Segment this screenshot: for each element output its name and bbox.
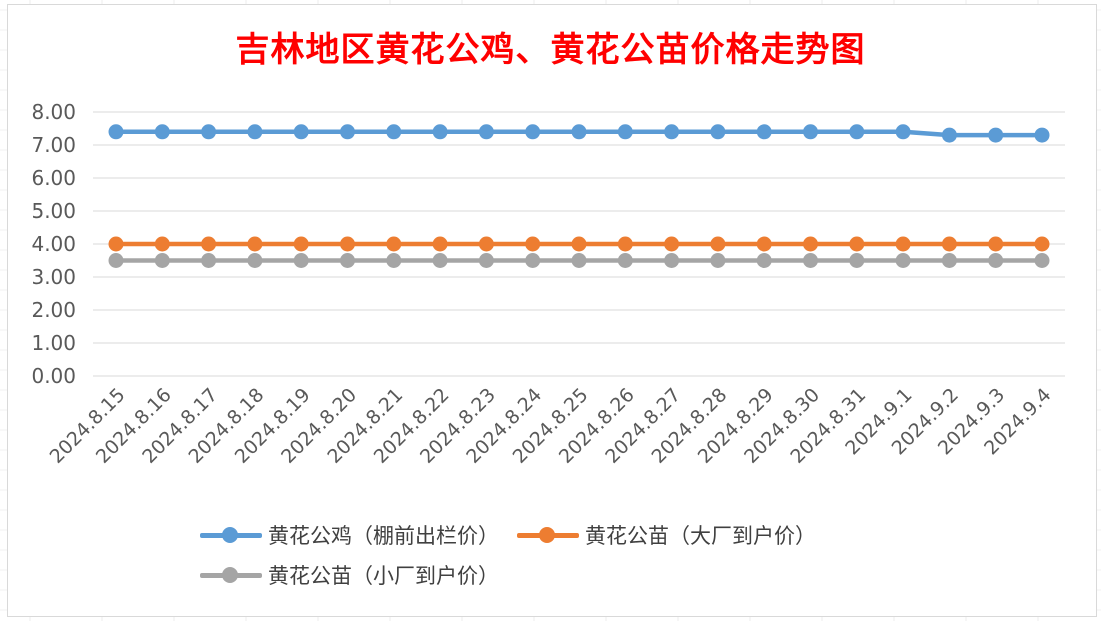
data-point-marker[interactable] bbox=[849, 253, 865, 268]
data-point-marker[interactable] bbox=[154, 253, 170, 268]
data-point-marker[interactable] bbox=[895, 236, 911, 252]
data-point-marker[interactable] bbox=[432, 124, 448, 140]
data-point-marker[interactable] bbox=[108, 236, 124, 252]
y-tick-label: 7.00 bbox=[31, 133, 76, 157]
data-point-marker[interactable] bbox=[201, 253, 217, 268]
data-point-marker[interactable] bbox=[803, 253, 818, 268]
data-point-marker[interactable] bbox=[941, 253, 957, 268]
legend-row-2: 黄花公苗（小厂到户价） bbox=[200, 558, 517, 592]
data-point-marker[interactable] bbox=[756, 253, 772, 268]
data-point-marker[interactable] bbox=[525, 124, 541, 140]
data-point-marker[interactable] bbox=[756, 124, 772, 140]
y-tick-label: 6.00 bbox=[31, 166, 76, 190]
data-point-marker[interactable] bbox=[1034, 236, 1050, 252]
data-point-marker[interactable] bbox=[432, 253, 448, 268]
y-tick-label: 2.00 bbox=[31, 298, 76, 322]
data-point-marker[interactable] bbox=[617, 124, 633, 140]
data-point-marker[interactable] bbox=[340, 124, 355, 140]
data-point-marker[interactable] bbox=[293, 236, 309, 252]
legend-label: 黄花公鸡（棚前出栏价） bbox=[268, 524, 499, 548]
data-point-marker[interactable] bbox=[849, 236, 865, 252]
data-point-marker[interactable] bbox=[293, 124, 309, 140]
data-point-marker[interactable] bbox=[571, 236, 587, 252]
data-point-marker[interactable] bbox=[201, 124, 217, 140]
data-point-marker[interactable] bbox=[478, 124, 494, 140]
data-point-marker[interactable] bbox=[154, 236, 170, 252]
data-point-marker[interactable] bbox=[710, 124, 726, 140]
legend-swatch-chick-small bbox=[200, 565, 262, 585]
legend-label: 黄花公苗（小厂到户价） bbox=[268, 564, 499, 588]
data-point-marker[interactable] bbox=[617, 236, 633, 252]
data-point-marker[interactable] bbox=[803, 236, 818, 252]
y-tick-label: 1.00 bbox=[31, 331, 76, 355]
data-point-marker[interactable] bbox=[154, 124, 170, 140]
data-point-marker[interactable] bbox=[108, 253, 124, 268]
data-point-marker[interactable] bbox=[664, 253, 680, 268]
legend-label: 黄花公苗（大厂到户价） bbox=[585, 524, 816, 548]
data-point-marker[interactable] bbox=[664, 124, 680, 140]
data-point-marker[interactable] bbox=[432, 236, 448, 252]
legend-row-1: 黄花公鸡（棚前出栏价） 黄花公苗（大厂到户价） bbox=[200, 518, 834, 552]
chart-title: 吉林地区黄花公鸡、黄花公苗价格走势图 bbox=[235, 30, 866, 70]
data-point-marker[interactable] bbox=[525, 236, 541, 252]
data-point-marker[interactable] bbox=[710, 236, 726, 252]
data-point-marker[interactable] bbox=[247, 124, 263, 140]
data-point-marker[interactable] bbox=[386, 253, 402, 268]
data-point-marker[interactable] bbox=[293, 253, 309, 268]
legend-entry-chick-large-farm[interactable]: 黄花公苗（大厂到户价） bbox=[517, 520, 816, 550]
data-point-marker[interactable] bbox=[340, 236, 355, 252]
data-point-marker[interactable] bbox=[340, 253, 355, 268]
data-point-marker[interactable] bbox=[201, 236, 217, 252]
y-tick-label: 4.00 bbox=[31, 232, 76, 256]
data-point-marker[interactable] bbox=[941, 236, 957, 252]
data-point-marker[interactable] bbox=[988, 127, 1004, 143]
data-point-marker[interactable] bbox=[247, 253, 263, 268]
data-point-marker[interactable] bbox=[571, 253, 587, 268]
data-point-marker[interactable] bbox=[386, 124, 402, 140]
legend-swatch-chick-large bbox=[517, 525, 579, 545]
data-point-marker[interactable] bbox=[895, 253, 911, 268]
legend-entry-chick-small-farm[interactable]: 黄花公苗（小厂到户价） bbox=[200, 560, 499, 590]
data-point-marker[interactable] bbox=[849, 124, 865, 140]
data-point-marker[interactable] bbox=[386, 236, 402, 252]
data-point-marker[interactable] bbox=[803, 124, 818, 140]
data-point-marker[interactable] bbox=[571, 124, 587, 140]
data-point-marker[interactable] bbox=[108, 124, 124, 140]
data-point-marker[interactable] bbox=[525, 253, 541, 268]
y-tick-label: 8.00 bbox=[31, 100, 76, 124]
y-tick-label: 3.00 bbox=[31, 265, 76, 289]
data-point-marker[interactable] bbox=[710, 253, 726, 268]
data-point-marker[interactable] bbox=[1034, 127, 1050, 143]
y-tick-label: 5.00 bbox=[31, 199, 76, 223]
data-point-marker[interactable] bbox=[664, 236, 680, 252]
data-point-marker[interactable] bbox=[247, 236, 263, 252]
legend-swatch-rooster bbox=[200, 525, 262, 545]
data-point-marker[interactable] bbox=[1034, 253, 1050, 268]
legend-entry-rooster-price[interactable]: 黄花公鸡（棚前出栏价） bbox=[200, 520, 499, 550]
data-point-marker[interactable] bbox=[895, 124, 911, 140]
data-point-marker[interactable] bbox=[941, 127, 957, 143]
data-point-marker[interactable] bbox=[478, 236, 494, 252]
data-point-marker[interactable] bbox=[988, 236, 1004, 252]
y-tick-label: 0.00 bbox=[31, 364, 76, 388]
data-point-marker[interactable] bbox=[617, 253, 633, 268]
data-point-marker[interactable] bbox=[988, 253, 1004, 268]
data-point-marker[interactable] bbox=[478, 253, 494, 268]
data-point-marker[interactable] bbox=[756, 236, 772, 252]
